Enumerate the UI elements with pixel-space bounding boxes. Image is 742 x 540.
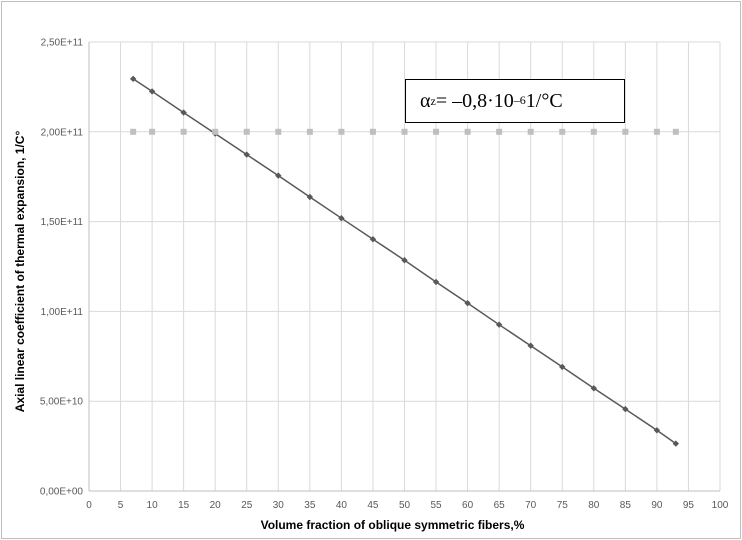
y-tick-label: 2,00E+11 <box>41 127 84 138</box>
x-tick-label: 70 <box>525 500 537 511</box>
data-point-diamond <box>495 321 503 328</box>
data-point-diamond <box>148 88 156 95</box>
data-point-diamond <box>306 193 314 201</box>
data-point-square <box>496 128 503 135</box>
data-point-square <box>590 128 597 135</box>
data-point-square <box>180 128 187 135</box>
data-point-square <box>464 128 471 135</box>
annotation-symbol: α <box>420 89 431 112</box>
data-point-diamond <box>590 385 597 392</box>
data-point-square <box>433 128 440 135</box>
x-tick-label: 90 <box>651 500 663 511</box>
x-tick-label: 50 <box>399 500 411 511</box>
data-point-square <box>672 128 679 135</box>
data-point-square <box>369 128 376 135</box>
data-point-diamond <box>275 172 282 179</box>
x-tick-label: 75 <box>557 500 569 511</box>
data-point-square <box>653 128 660 135</box>
data-point-diamond <box>622 405 629 413</box>
x-axis-title: Volume fraction of oblique symmetric fib… <box>261 518 525 532</box>
x-tick-label: 20 <box>210 500 222 511</box>
x-tick-label: 15 <box>178 500 190 511</box>
data-point-diamond <box>401 257 408 264</box>
x-tick-label: 5 <box>118 500 124 511</box>
x-tick-label: 100 <box>712 500 729 511</box>
annotation-exponent: –6 <box>513 92 526 107</box>
annotation-unit: 1/°C <box>525 89 563 112</box>
data-point-square <box>149 128 156 135</box>
y-tick-label: 0,00E+00 <box>40 487 84 498</box>
x-tick-label: 85 <box>620 500 632 511</box>
y-tick-label: 1,00E+11 <box>41 307 84 318</box>
data-point-square <box>559 128 566 135</box>
data-point-diamond <box>369 236 377 243</box>
y-tick-label: 1,50E+11 <box>41 217 84 228</box>
x-tick-label: 60 <box>462 500 474 511</box>
x-tick-label: 35 <box>304 500 316 511</box>
data-point-diamond <box>672 440 680 447</box>
data-point-diamond <box>653 427 661 434</box>
data-point-square <box>338 128 345 135</box>
x-tick-label: 55 <box>430 500 442 511</box>
x-tick-label: 0 <box>86 500 92 511</box>
annotation-equals: = –0,8·10 <box>435 89 514 112</box>
x-tick-label: 80 <box>588 500 600 511</box>
data-point-square <box>212 128 219 135</box>
data-point-diamond <box>559 363 566 371</box>
data-point-diamond <box>129 75 137 83</box>
data-point-square <box>130 128 137 135</box>
data-point-diamond <box>527 342 534 349</box>
x-tick-label: 25 <box>241 500 253 511</box>
data-point-square <box>622 128 629 135</box>
tick-labels: 0 5 10 15 20 25 30 35 40 45 50 55 60 65 70 75 80 85 90 95 10… <box>40 38 729 512</box>
data-point-square <box>243 128 250 135</box>
data-point-square <box>401 128 408 135</box>
data-point-diamond <box>180 109 187 116</box>
data-point-square <box>275 128 282 135</box>
data-point-diamond <box>432 278 440 286</box>
x-tick-label: 95 <box>683 500 695 511</box>
y-tick-label: 2,50E+11 <box>41 38 84 49</box>
y-axis-title: Axial linear coefficient of thermal expa… <box>13 131 27 413</box>
x-tick-label: 65 <box>494 500 506 511</box>
y-tick-label: 5,00E+10 <box>40 397 84 408</box>
x-tick-label: 45 <box>367 500 379 511</box>
data-point-diamond <box>243 151 250 158</box>
series <box>129 75 680 447</box>
x-tick-label: 10 <box>147 500 159 511</box>
x-tick-label: 40 <box>336 500 348 511</box>
annotation-subscript: z <box>430 93 436 108</box>
data-point-square <box>527 128 534 135</box>
data-point-diamond <box>338 214 345 222</box>
data-point-square <box>306 128 313 135</box>
data-point-diamond <box>464 299 471 307</box>
x-tick-label: 30 <box>273 500 285 511</box>
axes <box>88 42 720 492</box>
